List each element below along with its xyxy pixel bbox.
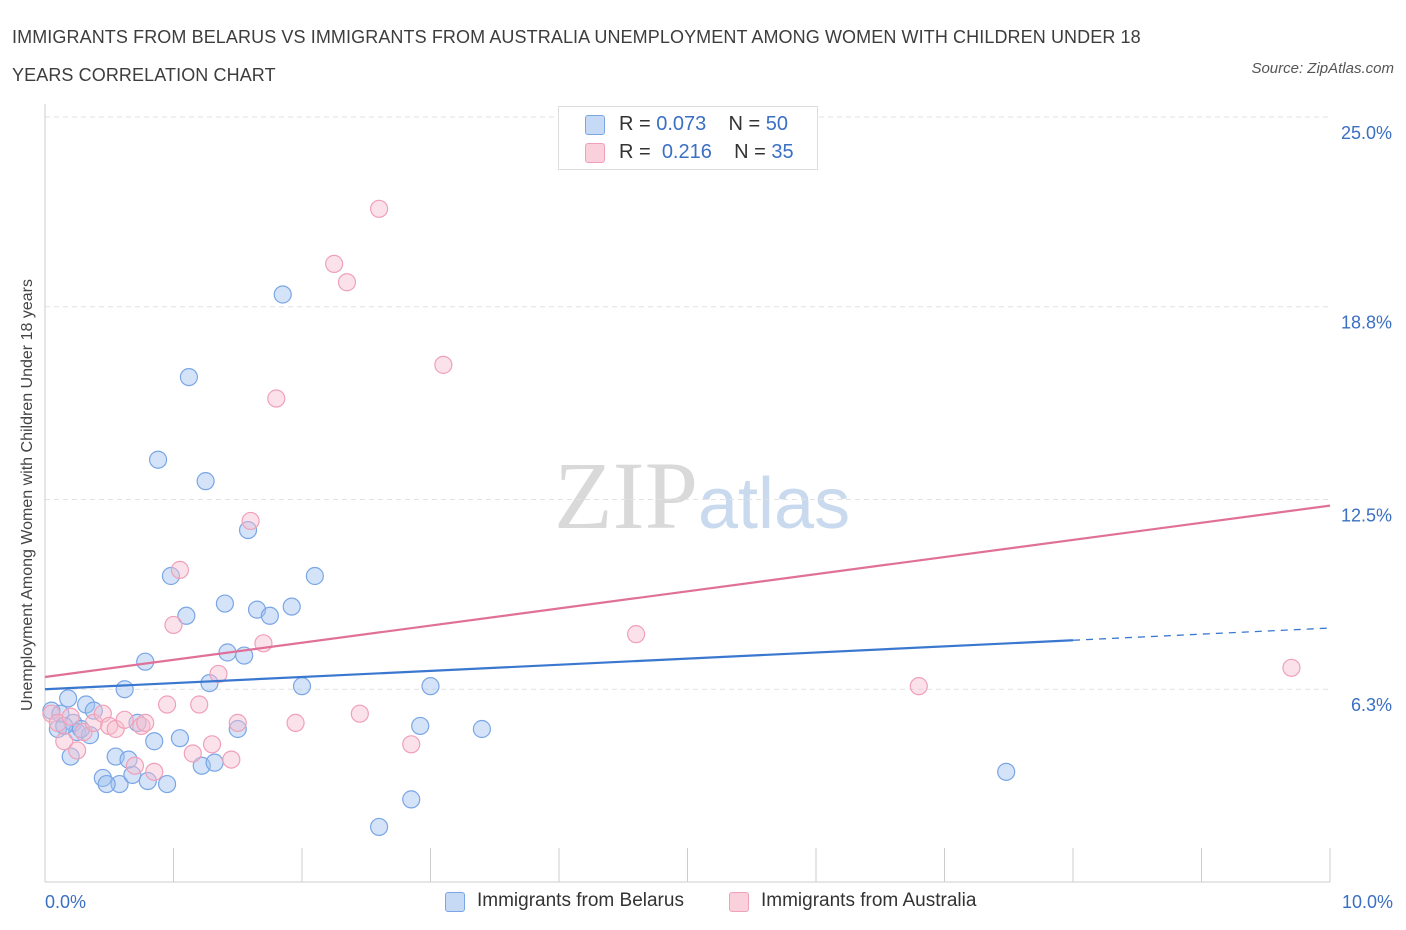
point-australia [190,695,209,714]
point-belarus [292,677,312,696]
point-belarus [273,285,292,304]
point-australia [222,750,241,769]
point-belarus [59,689,78,708]
trend-line-australia [44,504,1331,679]
x-tick-label-min: 0.0% [45,892,86,912]
legend-n-label: N = [734,141,772,163]
point-australia [909,677,928,696]
point-australia [626,625,646,644]
point-australia [267,389,286,408]
point-belarus [997,762,1016,781]
point-australia [209,664,228,684]
legend-r-label: R = [619,113,657,135]
watermark-zip: ZIP [554,442,698,549]
legend-r-value-australia: 0.216 [661,141,712,163]
point-belarus [411,716,430,736]
point-australia [55,732,74,751]
point-australia [183,744,202,763]
x-tick-label-max: 10.0% [1342,892,1393,912]
y-tick-label: 12.5% [1341,506,1392,526]
point-australia [350,704,369,723]
point-belarus [110,774,129,794]
legend-label-belarus: Immigrants from Belarus [477,890,684,911]
point-belarus [115,680,134,699]
point-australia [157,695,177,714]
point-australia [125,756,145,775]
point-belarus [170,729,190,748]
legend-n-label: N = [728,113,766,135]
series-australia [42,199,1301,781]
point-australia [42,704,61,723]
point-belarus [305,566,324,586]
legend-swatch-belarus [445,892,465,912]
legend-swatch-australia [585,143,605,163]
point-belarus [472,719,491,739]
point-belarus [97,774,116,794]
y-tick-label: 6.3% [1351,695,1392,715]
point-australia [370,199,389,218]
point-australia [74,722,93,742]
point-belarus [215,594,234,613]
y-tick-label: 18.8% [1341,313,1392,333]
point-belarus [177,606,196,625]
trend-lines [44,504,1331,691]
point-australia [164,615,183,635]
point-australia [202,735,222,754]
point-belarus [228,719,247,739]
point-australia [145,762,164,781]
point-australia [1282,658,1301,677]
point-australia [228,713,247,732]
correlation-legend: R = 0.073 N = 50 R = 0.216 N = 35 [558,106,818,170]
legend-swatch-australia [729,892,749,912]
legend-n-value-belarus: 50 [765,113,789,135]
point-australia [402,735,421,754]
tick-labels: 6.3% 12.5% 18.8% 25.0% 0.0% 10.0% [45,123,1393,912]
point-australia [325,254,344,273]
point-belarus [282,597,301,616]
point-australia [136,713,155,732]
legend-n-value-australia: 35 [771,141,794,163]
point-australia [61,707,80,726]
point-belarus [161,566,181,586]
point-australia [241,511,260,531]
chart-title: IMMIGRANTS FROM BELARUS VS IMMIGRANTS FR… [12,27,1141,85]
legend-r-value-belarus: 0.073 [656,113,707,135]
watermark-atlas: atlas [698,464,851,544]
point-australia [337,273,357,292]
point-belarus [196,472,215,491]
series-legend: Immigrants from Belarus Immigrants from … [0,890,1406,916]
point-belarus [157,774,177,794]
axes [44,104,1331,883]
point-belarus [205,753,224,772]
legend-swatch-belarus [585,115,605,135]
point-australia [68,741,87,760]
y-tick-label: 25.0% [1341,123,1392,143]
point-australia [434,355,453,374]
point-belarus [148,450,168,469]
trend-line-belarus [44,639,1074,691]
point-belarus [136,652,155,671]
point-belarus [421,677,440,696]
point-belarus [370,817,389,837]
point-belarus [145,732,164,751]
legend-r-label: R = [619,141,657,163]
point-australia [170,560,190,579]
source-label: Source: ZipAtlas.com [1251,60,1394,77]
grid-lines [45,116,1330,690]
watermark: ZIPatlas [554,440,850,551]
point-belarus [402,790,421,809]
point-belarus [138,771,157,791]
point-belarus [179,368,199,387]
trend-line-belarus-extension [1072,627,1331,641]
point-belarus [260,606,279,625]
legend-label-australia: Immigrants from Australia [761,890,977,911]
point-australia [286,713,305,732]
point-australia [115,710,134,729]
